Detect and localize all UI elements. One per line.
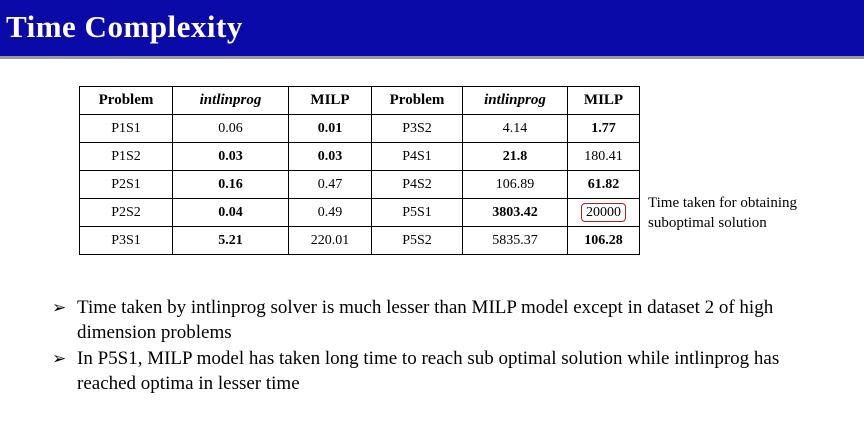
cell-intlinprog: 106.89	[462, 170, 568, 199]
cell-problem: P1S2	[79, 142, 173, 171]
cell-intlinprog: 5835.37	[462, 226, 568, 255]
cell-intlinprog: 0.03	[172, 142, 289, 171]
bullet-list: ➢ Time taken by intlinprog solver is muc…	[52, 295, 832, 397]
cell-milp: 0.49	[288, 198, 372, 227]
cell-milp: 220.01	[288, 226, 372, 255]
table-row: P3S1 5.21 220.01 P5S2 5835.37 106.28	[79, 226, 640, 255]
cell-intlinprog: 3803.42	[462, 198, 568, 227]
header-milp: MILP	[288, 86, 372, 115]
cell-intlinprog: 0.06	[172, 114, 289, 143]
cell-problem: P5S2	[371, 226, 463, 255]
arrow-bullet-icon: ➢	[52, 298, 67, 317]
cell-milp: 20000	[567, 198, 640, 227]
header-problem: Problem	[371, 86, 463, 115]
cell-intlinprog: 4.14	[462, 114, 568, 143]
cell-intlinprog: 0.04	[172, 198, 289, 227]
cell-milp: 0.47	[288, 170, 372, 199]
results-table: Problem intlinprog MILP Problem intlinpr…	[79, 86, 640, 255]
header-milp: MILP	[567, 86, 640, 115]
header-intlinprog: intlinprog	[462, 86, 568, 115]
cell-problem: P3S2	[371, 114, 463, 143]
cell-intlinprog: 5.21	[172, 226, 289, 255]
cell-intlinprog: 0.16	[172, 170, 289, 199]
cell-milp: 180.41	[567, 142, 640, 171]
table-row: P2S1 0.16 0.47 P4S2 106.89 61.82	[79, 170, 640, 199]
cell-problem: P2S2	[79, 198, 173, 227]
cell-problem: P2S1	[79, 170, 173, 199]
table-body: P1S1 0.06 0.01 P3S2 4.14 1.77 P1S2 0.03 0.03 P4S1…	[79, 114, 640, 255]
header-problem: Problem	[79, 86, 173, 115]
cell-problem: P3S1	[79, 226, 173, 255]
cell-milp: 1.77	[567, 114, 640, 143]
cell-milp: 0.01	[288, 114, 372, 143]
bullet-text: In P5S1, MILP model has taken long time …	[77, 348, 780, 394]
table-row: P1S2 0.03 0.03 P4S1 21.8 180.41	[79, 142, 640, 171]
table-row: P1S1 0.06 0.01 P3S2 4.14 1.77	[79, 114, 640, 143]
title-bar: Time Complexity	[0, 0, 864, 59]
cell-problem: P4S2	[371, 170, 463, 199]
table-row: P2S2 0.04 0.49 P5S1 3803.42 20000	[79, 198, 640, 227]
circled-value: 20000	[581, 203, 626, 222]
bullet-item: ➢ Time taken by intlinprog solver is muc…	[52, 295, 832, 345]
cell-problem: P1S1	[79, 114, 173, 143]
cell-problem: P5S1	[371, 198, 463, 227]
cell-intlinprog: 21.8	[462, 142, 568, 171]
bullet-text: Time taken by intlinprog solver is much …	[77, 297, 774, 343]
arrow-bullet-icon: ➢	[52, 349, 67, 368]
cell-milp: 61.82	[567, 170, 640, 199]
suboptimal-note: Time taken for obtaining suboptimal solu…	[648, 195, 798, 231]
cell-problem: P4S1	[371, 142, 463, 171]
cell-milp: 0.03	[288, 142, 372, 171]
table-header-row: Problem intlinprog MILP Problem intlinpr…	[79, 86, 640, 115]
header-intlinprog: intlinprog	[172, 86, 289, 115]
bullet-item: ➢ In P5S1, MILP model has taken long tim…	[52, 346, 832, 396]
slide-title: Time Complexity	[6, 9, 243, 44]
cell-milp: 106.28	[567, 226, 640, 255]
